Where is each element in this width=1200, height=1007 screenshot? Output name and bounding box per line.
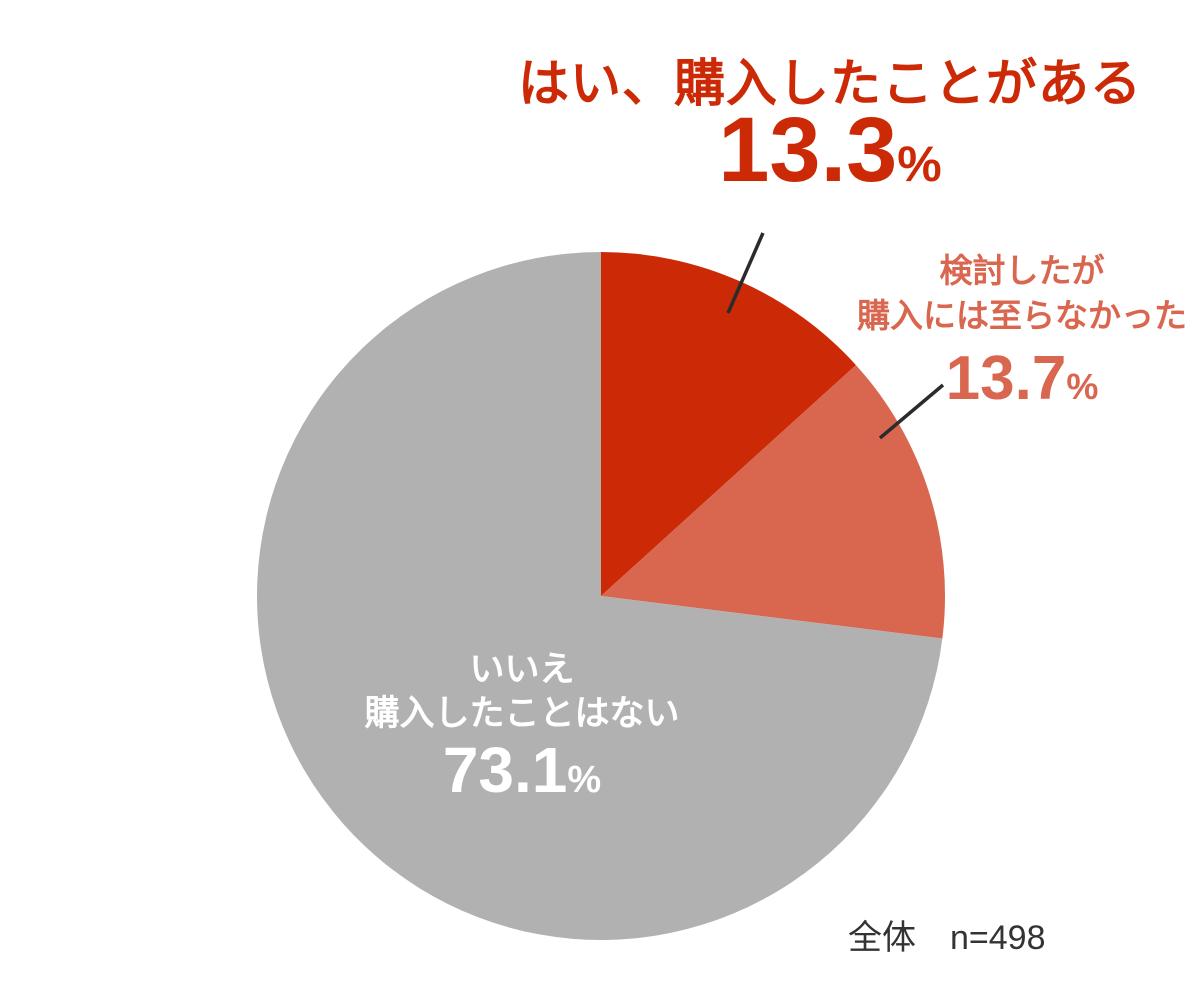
leader-line-slice-considered bbox=[878, 383, 945, 440]
pie-slice-1 bbox=[601, 365, 946, 639]
slice-considered-value: 13.7% bbox=[852, 348, 1192, 410]
pie-slice-2 bbox=[257, 252, 943, 940]
slice-yes-value: 13.3% bbox=[430, 104, 1200, 196]
pie-slice-0 bbox=[601, 252, 856, 596]
slice-considered-label: 検討したが 購入には至らなかった bbox=[852, 248, 1192, 338]
slice-considered-label-line1: 検討したが bbox=[939, 252, 1105, 289]
slice-no-label-line1: いいえ bbox=[469, 650, 575, 689]
slice-no-label: いいえ 購入したことはない bbox=[342, 648, 702, 736]
slice-no-value-unit: % bbox=[567, 759, 602, 801]
pie-slices bbox=[257, 252, 946, 940]
slice-yes-label-text: はい、購入したことがある bbox=[517, 55, 1142, 112]
slice-no-value-number: 73.1 bbox=[442, 734, 568, 806]
slice-no-label-line2: 購入したことはない bbox=[364, 694, 680, 733]
slice-yes-value-unit: % bbox=[897, 136, 942, 192]
slice-considered-value-number: 13.7 bbox=[945, 344, 1067, 413]
slice-no-value: 73.1% bbox=[342, 738, 702, 802]
sample-size-footnote: 全体 n=498 bbox=[848, 919, 1046, 957]
slice-considered-label-line2: 購入には至らなかった bbox=[857, 297, 1187, 334]
slice-considered-value-unit: % bbox=[1066, 366, 1099, 407]
slice-yes-label: はい、購入したことがある bbox=[430, 42, 1200, 116]
leader-line-slice-yes bbox=[726, 232, 765, 314]
slice-yes-value-number: 13.3 bbox=[718, 99, 898, 201]
